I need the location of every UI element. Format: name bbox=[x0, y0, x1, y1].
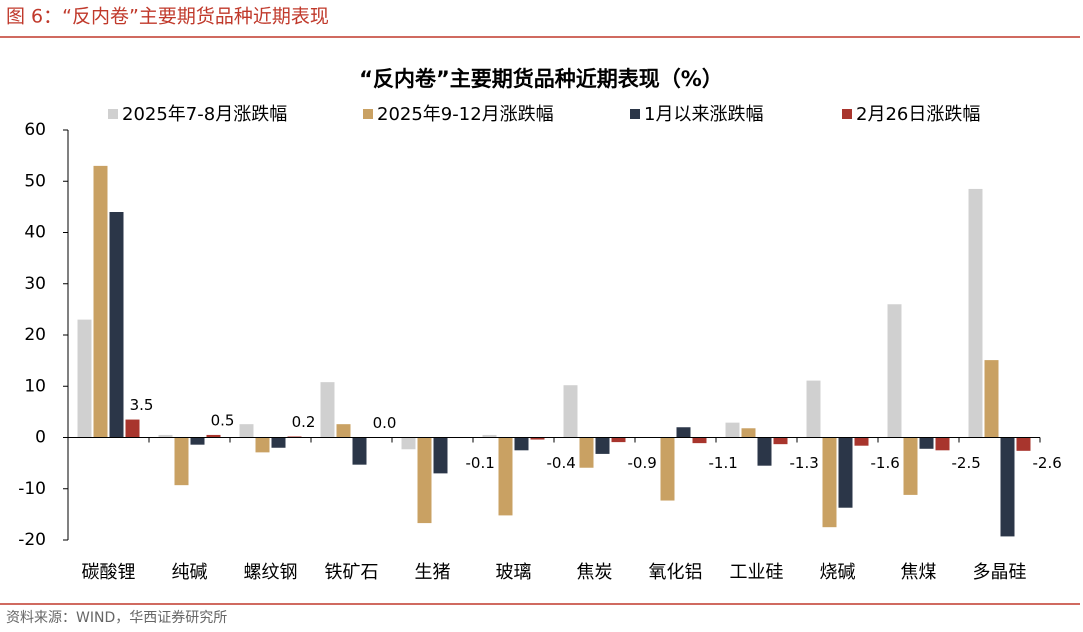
bar bbox=[271, 437, 286, 448]
y-tick-label: 20 bbox=[24, 325, 46, 345]
data-label: -0.4 bbox=[547, 454, 576, 472]
y-tick-label: 0 bbox=[35, 428, 46, 448]
y-tick-label: 40 bbox=[24, 223, 46, 243]
bar bbox=[77, 319, 92, 438]
bar bbox=[887, 304, 902, 438]
bar bbox=[757, 437, 772, 466]
bar bbox=[660, 437, 675, 501]
bar bbox=[482, 434, 497, 438]
bar bbox=[903, 437, 918, 495]
bar bbox=[725, 422, 740, 438]
data-label: 0.5 bbox=[211, 411, 235, 429]
figure-title: 图 6：“反内卷”主要期货品种近期表现 bbox=[6, 6, 329, 28]
bar bbox=[676, 427, 691, 438]
legend-label: 2025年9-12月涨跌幅 bbox=[377, 104, 554, 125]
x-tick-label: 烧碱 bbox=[820, 562, 856, 583]
data-label: -0.1 bbox=[466, 454, 495, 472]
data-label: -1.3 bbox=[790, 454, 819, 472]
bar bbox=[530, 437, 545, 440]
bar bbox=[239, 424, 254, 438]
x-tick-label: 碳酸锂 bbox=[82, 562, 136, 583]
data-label: -0.9 bbox=[628, 454, 657, 472]
bar bbox=[352, 437, 367, 465]
bar bbox=[336, 424, 351, 438]
bar bbox=[854, 437, 869, 446]
legend-swatch bbox=[842, 109, 852, 119]
bar bbox=[1000, 437, 1015, 537]
bar bbox=[93, 165, 108, 438]
legend-swatch bbox=[108, 109, 118, 119]
x-tick-label: 多晶硅 bbox=[973, 562, 1027, 583]
data-label: -2.6 bbox=[1033, 454, 1062, 472]
y-tick-label: 10 bbox=[24, 376, 46, 396]
bar bbox=[255, 437, 270, 453]
bar bbox=[287, 436, 302, 438]
bar bbox=[822, 437, 837, 528]
bar bbox=[984, 360, 999, 438]
x-tick-label: 焦炭 bbox=[577, 562, 613, 583]
y-tick-label: 50 bbox=[24, 171, 46, 191]
data-label: 3.5 bbox=[130, 396, 154, 414]
bar bbox=[174, 437, 189, 486]
bar bbox=[320, 382, 335, 438]
bar bbox=[579, 437, 594, 468]
bar bbox=[968, 188, 983, 438]
bar bbox=[692, 437, 707, 444]
source-note: 资料来源：WIND，华西证券研究所 bbox=[6, 610, 227, 626]
y-tick-label: 30 bbox=[24, 274, 46, 294]
bar bbox=[741, 428, 756, 438]
bar bbox=[1016, 437, 1031, 451]
bar bbox=[190, 437, 205, 445]
bar bbox=[514, 437, 529, 451]
bar bbox=[806, 380, 821, 438]
legend-label: 2月26日涨跌幅 bbox=[856, 104, 980, 125]
x-tick-label: 工业硅 bbox=[730, 562, 784, 583]
data-label: -1.6 bbox=[871, 454, 900, 472]
x-tick-label: 螺纹钢 bbox=[244, 562, 298, 583]
legend-label: 2025年7-8月涨跌幅 bbox=[122, 104, 287, 125]
legend-swatch bbox=[363, 109, 373, 119]
y-tick-label: 60 bbox=[24, 120, 46, 140]
bar bbox=[935, 437, 950, 451]
bar bbox=[109, 212, 124, 438]
bar bbox=[125, 419, 140, 438]
x-tick-label: 玻璃 bbox=[496, 562, 532, 583]
legend-label: 1月以来涨跌幅 bbox=[644, 104, 763, 125]
data-label: -2.5 bbox=[952, 454, 981, 472]
x-tick-label: 氧化铝 bbox=[649, 562, 703, 583]
bar bbox=[773, 437, 788, 445]
data-label: 0.0 bbox=[373, 414, 397, 432]
x-tick-label: 铁矿石 bbox=[325, 562, 379, 583]
bar bbox=[417, 437, 432, 524]
chart-title: “反内卷”主要期货品种近期表现（%） bbox=[359, 67, 723, 91]
bar bbox=[919, 437, 934, 449]
legend-swatch bbox=[630, 109, 640, 119]
bar bbox=[611, 437, 626, 443]
data-label: 0.2 bbox=[292, 413, 316, 431]
y-tick-label: -20 bbox=[18, 530, 46, 550]
bar bbox=[563, 385, 578, 438]
bar bbox=[595, 437, 610, 454]
bar bbox=[498, 437, 513, 516]
x-tick-label: 焦煤 bbox=[901, 562, 937, 583]
x-tick-label: 生猪 bbox=[415, 562, 451, 583]
y-tick-label: -10 bbox=[18, 479, 46, 499]
bar bbox=[206, 434, 221, 438]
bar bbox=[401, 437, 416, 450]
data-label: -1.1 bbox=[709, 454, 738, 472]
bar bbox=[838, 437, 853, 508]
x-tick-label: 纯碱 bbox=[172, 562, 208, 583]
bar bbox=[158, 434, 173, 438]
bar bbox=[433, 437, 448, 474]
